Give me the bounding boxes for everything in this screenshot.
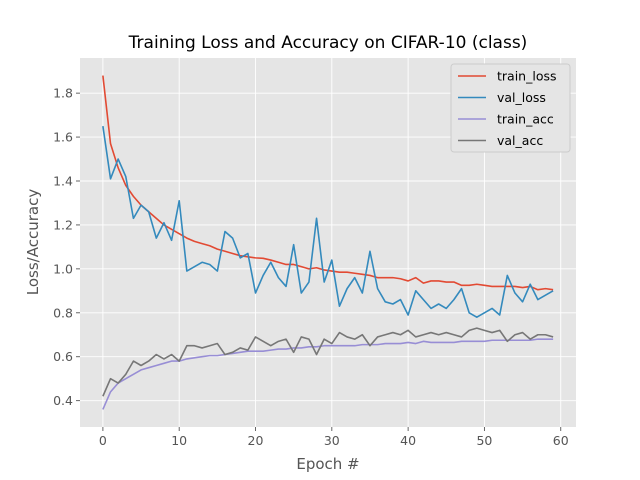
legend: train_loss val_loss train_acc val_acc <box>450 63 571 153</box>
y-tick-label: 0.8 <box>53 305 73 320</box>
y-tick-label: 0.6 <box>53 349 73 364</box>
x-tick-label: 30 <box>324 433 340 448</box>
x-axis-label: Epoch # <box>296 455 359 473</box>
x-tick-label: 20 <box>248 433 264 448</box>
y-tick-label: 1.6 <box>53 130 73 145</box>
series-line-train-acc <box>102 338 554 410</box>
legend-label: val_loss <box>497 90 546 105</box>
y-tick-label: 1.4 <box>53 174 73 189</box>
y-tick-label: 1.0 <box>53 261 73 276</box>
y-tick-label: 1.8 <box>53 86 73 101</box>
legend-item-train-loss: train_loss <box>458 69 557 84</box>
y-tick-label: 1.2 <box>53 217 73 232</box>
legend-item-train-acc: train_acc <box>458 112 554 127</box>
y-axis-label: Loss/Accuracy <box>24 189 42 296</box>
y-tick-label: 0.4 <box>53 393 73 408</box>
x-tick-label: 50 <box>476 433 492 448</box>
series-lines <box>102 75 554 410</box>
x-tick-label: 0 <box>99 433 107 448</box>
legend-box <box>450 63 571 153</box>
series-line-val-loss <box>102 125 554 318</box>
legend-item-val-acc: val_acc <box>458 133 543 148</box>
legend-item-val-loss: val_loss <box>458 90 546 105</box>
chart-title: Training Loss and Accuracy on CIFAR-10 (… <box>128 33 528 53</box>
x-axis-ticks: 0 10 20 30 40 50 60 <box>99 427 569 448</box>
series-line-val-acc <box>102 327 554 397</box>
legend-label: val_acc <box>497 133 543 148</box>
legend-label: train_acc <box>497 112 554 127</box>
x-tick-label: 40 <box>400 433 416 448</box>
x-tick-label: 60 <box>553 433 569 448</box>
x-tick-label: 10 <box>171 433 187 448</box>
y-axis-ticks: 0.4 0.6 0.8 1.0 1.2 1.4 1.6 1.8 <box>53 86 80 408</box>
legend-label: train_loss <box>497 69 557 84</box>
